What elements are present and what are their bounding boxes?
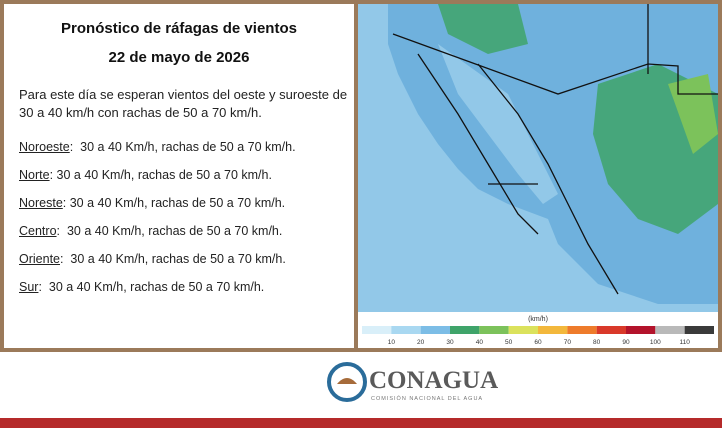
region-name: Norte: [19, 168, 50, 182]
legend-swatch: [391, 326, 421, 334]
text-panel: Pronóstico de ráfagas de vientos 22 de m…: [4, 4, 354, 348]
brand-subtitle: COMISIÓN NACIONAL DEL AGUA: [371, 395, 483, 402]
legend-label: 50: [505, 339, 513, 346]
region-name: Noroeste: [19, 140, 70, 154]
legend-swatch: [538, 326, 568, 334]
legend-label: 30: [446, 339, 454, 346]
legend-unit: (km/h): [528, 316, 548, 323]
legend-label: 80: [593, 339, 601, 346]
region-name: Oriente: [19, 252, 60, 266]
region-line: Noreste: 30 a 40 Km/h, rachas de 50 a 70…: [19, 196, 285, 210]
intro: Para este día se esperan vientos del oes…: [19, 87, 348, 120]
legend-swatch: [450, 326, 480, 334]
legend-swatch: [362, 326, 392, 334]
legend-label: 60: [534, 339, 542, 346]
brand: CONAGUA: [369, 367, 498, 394]
legend-swatch: [508, 326, 538, 334]
region-text: : 30 a 40 Km/h, rachas de 50 a 70 km/h.: [38, 280, 265, 294]
region-line: Noroeste: 30 a 40 Km/h, rachas de 50 a 7…: [19, 140, 296, 154]
region-name: Sur: [19, 280, 39, 294]
region-text: : 30 a 40 Km/h, rachas de 50 a 70 km/h.: [60, 252, 286, 266]
region-name: Centro: [19, 224, 57, 238]
legend-label: 20: [417, 339, 425, 346]
region-line: Oriente: 30 a 40 Km/h, rachas de 50 a 70…: [19, 252, 286, 266]
borders: [392, 4, 718, 295]
legend-swatch: [626, 326, 656, 334]
green-zone: [438, 4, 528, 54]
gulf: [438, 44, 558, 204]
legend-label: 70: [564, 339, 572, 346]
legend-swatch: [655, 326, 685, 334]
wind-map: (km/h) 10 20 30 40 50 60 70 80 90 100 110: [358, 4, 718, 348]
legend-swatch: [596, 326, 626, 334]
date: 22 de mayo de 2026: [108, 49, 250, 66]
logo-mark: [337, 378, 357, 384]
region-line: Centro: 30 a 40 Km/h, rachas de 50 a 70 …: [19, 224, 282, 238]
region-line: Norte: 30 a 40 Km/h, rachas de 50 a 70 k…: [19, 168, 272, 182]
legend-label: 10: [388, 339, 396, 346]
legend-swatch: [420, 326, 450, 334]
title: Pronóstico de ráfagas de vientos: [61, 20, 297, 37]
legend-label: 40: [476, 339, 484, 346]
region-text: : 30 a 40 Km/h, rachas de 50 a 70 km/h.: [56, 224, 283, 238]
legend-swatch: [567, 326, 597, 334]
legend-swatch: [479, 326, 509, 334]
legend-label: 100: [650, 339, 661, 346]
region-text: : 30 a 40 Km/h, rachas de 50 a 70 km/h.: [49, 168, 272, 182]
region-text: : 30 a 40 Km/h, rachas de 50 a 70 km/h.: [62, 196, 286, 210]
logo: CONAGUA COMISIÓN NACIONAL DEL AGUA: [327, 362, 498, 402]
region-text: : 30 a 40 Km/h, rachas de 50 a 70 km/h.: [69, 140, 296, 154]
legend-label: 110: [679, 339, 690, 346]
region-name: Noreste: [19, 196, 63, 210]
legend-label: 90: [622, 339, 630, 346]
logo-mark: [327, 362, 367, 402]
region-line: Sur: 30 a 40 Km/h, rachas de 50 a 70 km/…: [19, 280, 264, 294]
legend-swatch: [684, 326, 714, 334]
frame: Pronóstico de ráfagas de vientos 22 de m…: [0, 0, 722, 352]
footer-stripe: [0, 418, 722, 428]
